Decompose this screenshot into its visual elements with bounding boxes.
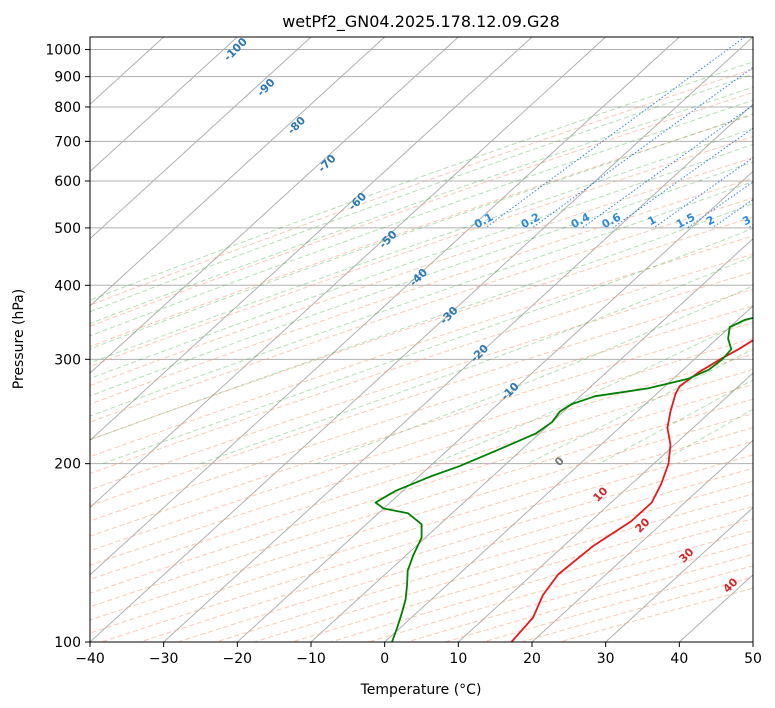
dry-adiabat-line (90, 136, 753, 367)
dry-adiabat-line (90, 369, 753, 580)
isotherm-line (384, 305, 753, 642)
chart-title: wetPf2_GN04.2025.178.12.09.G28 (282, 12, 560, 32)
y-tick-label: 1000 (45, 43, 81, 59)
x-tick-label: 10 (449, 651, 467, 667)
dry-adiabat-line (90, 114, 753, 348)
dry-adiabat-line (90, 177, 753, 405)
y-tick-label: 900 (54, 70, 81, 86)
y-tick-label: 400 (54, 278, 81, 294)
x-tick-label: 0 (380, 651, 389, 667)
y-tick-label: 100 (54, 635, 81, 651)
dry-adiabat-line (90, 68, 753, 306)
moist-adiabat-line (90, 203, 753, 441)
y-tick-label: 500 (54, 221, 81, 237)
moist-adiabat-line (90, 143, 753, 379)
isotherm-line (163, 103, 753, 642)
x-axis-label: Temperature (°C) (360, 682, 482, 698)
isotherm-line (90, 37, 312, 240)
y-tick-label: 200 (54, 457, 81, 473)
y-tick-label: 600 (54, 174, 81, 190)
dry-adiabat-line (90, 321, 753, 537)
mixing-ratio-line (485, 37, 746, 229)
dry-adiabat-line (90, 383, 753, 594)
moist-adiabat-line (90, 127, 753, 364)
isotherm-line (90, 37, 459, 374)
x-tick-label: −20 (223, 651, 253, 667)
isotherm-line (236, 170, 753, 642)
isotherm-line (90, 37, 607, 509)
isotherm-line (90, 37, 238, 173)
sounding-profiles (374, 316, 753, 642)
skewed-isotherms (90, 37, 753, 642)
isotherm-line (457, 372, 753, 642)
mixing-ratio-line (531, 66, 753, 229)
moist-adiabat-line (90, 180, 753, 417)
temperature-profile-line (510, 339, 753, 642)
y-tick-label: 300 (54, 352, 81, 368)
mixing-ratio-lines (485, 37, 753, 229)
plot-area: 0.10.20.40.611.52346810131620253036-100-… (90, 37, 753, 642)
moist-adiabat-line (102, 227, 753, 465)
dry-adiabat-line (90, 305, 753, 522)
moist-adiabat-line (90, 161, 753, 397)
dewpoint-profile-line (374, 316, 753, 642)
x-tick-label: 30 (597, 651, 615, 667)
x-tick-label: 20 (523, 651, 541, 667)
mixing-ratio-line (687, 181, 753, 229)
y-axis-label: Pressure (hPa) (11, 289, 27, 389)
moist-adiabat-line (90, 99, 753, 337)
axes: −40 −30 −20 −10 0 10 20 30 40 50 100 200 300 400 500 60… (45, 43, 762, 667)
y-tick-label: 700 (54, 134, 81, 150)
x-tick-label: −30 (149, 651, 179, 667)
x-tick-label: 50 (744, 651, 762, 667)
moist-adiabat-line (90, 73, 753, 313)
moist-adiabat-line (90, 113, 753, 350)
isotherm-line (531, 439, 753, 642)
x-tick-label: −40 (75, 651, 105, 667)
dry-adiabat-line (90, 337, 753, 552)
x-tick-label: −10 (296, 651, 326, 667)
moist-adiabat-line (199, 255, 753, 465)
isotherm-line (90, 37, 680, 576)
x-tick-label: 40 (670, 651, 688, 667)
isotherm-line (90, 37, 386, 307)
isotherm-line (90, 37, 753, 642)
dry-adiabats (90, 68, 753, 642)
plot-frame (89, 36, 754, 643)
dry-adiabat-line (90, 353, 753, 566)
isotherm-line (90, 37, 533, 442)
moist-adiabats (90, 61, 753, 465)
y-tick-label: 800 (54, 100, 81, 116)
moist-adiabat-line (90, 61, 753, 301)
